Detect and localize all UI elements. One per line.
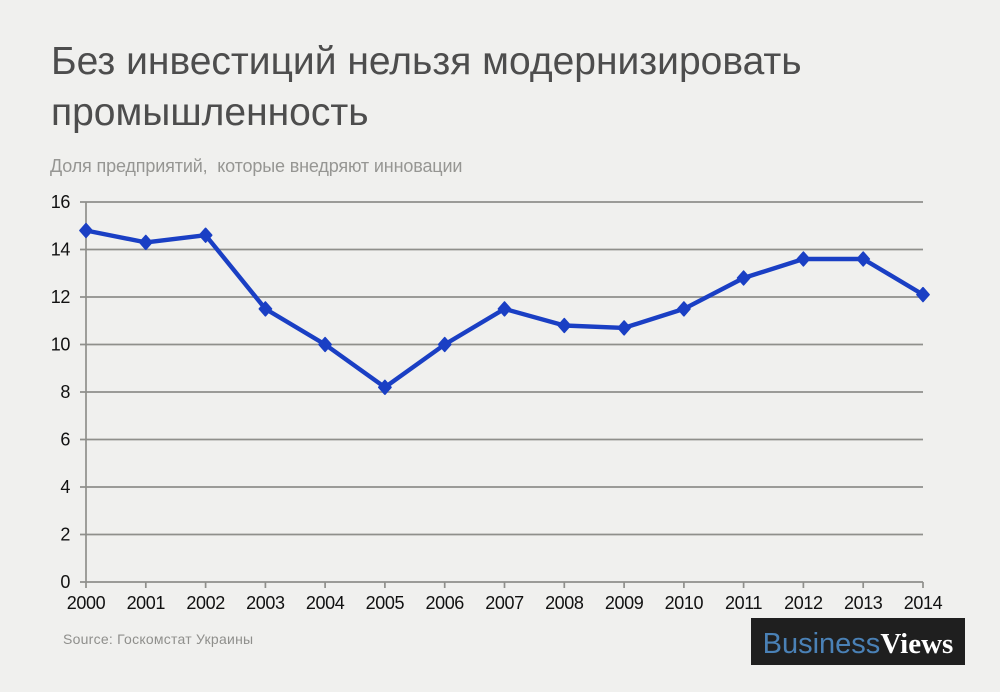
svg-text:2010: 2010 bbox=[665, 593, 704, 613]
svg-text:2012: 2012 bbox=[784, 593, 823, 613]
svg-text:2007: 2007 bbox=[485, 593, 524, 613]
svg-text:2006: 2006 bbox=[425, 593, 464, 613]
svg-text:2001: 2001 bbox=[127, 593, 166, 613]
svg-text:2005: 2005 bbox=[366, 593, 405, 613]
svg-text:12: 12 bbox=[51, 287, 71, 307]
svg-text:2003: 2003 bbox=[246, 593, 285, 613]
svg-text:2013: 2013 bbox=[844, 593, 883, 613]
svg-text:2014: 2014 bbox=[904, 593, 943, 613]
svg-text:0: 0 bbox=[60, 572, 70, 592]
svg-text:6: 6 bbox=[60, 430, 70, 450]
svg-text:2009: 2009 bbox=[605, 593, 644, 613]
svg-text:2008: 2008 bbox=[545, 593, 584, 613]
svg-text:2011: 2011 bbox=[725, 593, 762, 613]
svg-text:10: 10 bbox=[51, 335, 71, 355]
svg-text:16: 16 bbox=[51, 192, 71, 212]
svg-text:4: 4 bbox=[60, 477, 70, 497]
svg-text:2002: 2002 bbox=[186, 593, 225, 613]
svg-text:8: 8 bbox=[60, 382, 70, 402]
svg-text:2000: 2000 bbox=[67, 593, 106, 613]
svg-text:2: 2 bbox=[60, 525, 70, 545]
svg-text:2004: 2004 bbox=[306, 593, 345, 613]
svg-text:14: 14 bbox=[51, 240, 71, 260]
